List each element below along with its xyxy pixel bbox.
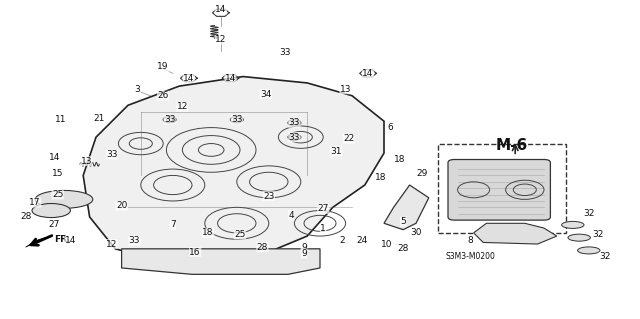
Text: 33: 33 (164, 115, 175, 124)
Text: 14: 14 (49, 153, 60, 162)
Text: 12: 12 (106, 240, 118, 249)
Text: 6: 6 (388, 123, 393, 132)
Text: 33: 33 (289, 133, 300, 142)
Ellipse shape (32, 204, 70, 218)
Text: 18: 18 (394, 155, 406, 164)
Text: 14: 14 (225, 74, 236, 83)
Text: 32: 32 (583, 209, 595, 218)
Text: 18: 18 (202, 228, 214, 237)
Text: 13: 13 (81, 157, 92, 166)
Text: 2: 2 (340, 236, 345, 245)
Text: 19: 19 (157, 63, 169, 71)
Ellipse shape (35, 190, 93, 208)
Ellipse shape (562, 221, 584, 228)
Text: 17: 17 (29, 198, 41, 207)
Text: 29: 29 (417, 169, 428, 178)
Text: 26: 26 (157, 91, 169, 100)
Text: 27: 27 (317, 204, 329, 213)
Text: 9: 9 (301, 243, 307, 252)
Text: 20: 20 (116, 201, 127, 210)
Text: 32: 32 (593, 230, 604, 239)
Text: 31: 31 (330, 147, 342, 156)
Text: 18: 18 (375, 173, 387, 182)
Text: 22: 22 (343, 134, 355, 143)
Text: 32: 32 (599, 252, 611, 261)
Text: 25: 25 (52, 190, 63, 199)
Text: 28: 28 (257, 243, 268, 252)
Ellipse shape (568, 234, 591, 241)
Text: 25: 25 (234, 230, 246, 239)
Text: 27: 27 (49, 220, 60, 229)
Text: 10: 10 (381, 240, 393, 249)
Polygon shape (83, 77, 384, 258)
Text: 1: 1 (321, 224, 326, 233)
Text: 21: 21 (93, 114, 105, 122)
Text: 28: 28 (20, 212, 31, 221)
Text: 24: 24 (356, 236, 367, 245)
Polygon shape (474, 223, 557, 244)
Text: 13: 13 (340, 85, 351, 94)
Text: 33: 33 (106, 150, 118, 159)
Text: 33: 33 (279, 48, 291, 57)
Text: 14: 14 (65, 236, 76, 245)
Text: 14: 14 (362, 69, 374, 78)
Text: 14: 14 (183, 74, 195, 83)
Bar (438, 144, 566, 233)
Text: 5: 5 (401, 217, 406, 226)
Text: 7: 7 (170, 220, 175, 229)
Text: FR.: FR. (54, 235, 71, 244)
Ellipse shape (578, 247, 600, 254)
Text: 30: 30 (410, 228, 422, 237)
Text: 12: 12 (215, 35, 227, 44)
FancyBboxPatch shape (448, 160, 550, 220)
Text: 33: 33 (231, 115, 243, 124)
Text: 3: 3 (135, 85, 140, 94)
Text: 15: 15 (52, 169, 63, 178)
Polygon shape (26, 238, 45, 247)
Text: 23: 23 (263, 192, 275, 201)
Text: 34: 34 (260, 90, 271, 99)
Text: 33: 33 (289, 118, 300, 127)
Text: 11: 11 (55, 115, 67, 124)
Text: M-6: M-6 (496, 137, 528, 153)
Text: 9: 9 (301, 249, 307, 258)
Text: 4: 4 (289, 211, 294, 220)
Text: S3M3-M0200: S3M3-M0200 (445, 252, 495, 261)
Text: 33: 33 (129, 236, 140, 245)
Polygon shape (122, 249, 320, 274)
Text: 8: 8 (468, 236, 473, 245)
Text: 14: 14 (215, 5, 227, 14)
Text: 16: 16 (189, 248, 201, 256)
Text: 12: 12 (177, 102, 188, 111)
Polygon shape (384, 185, 429, 230)
Text: 28: 28 (397, 244, 409, 253)
